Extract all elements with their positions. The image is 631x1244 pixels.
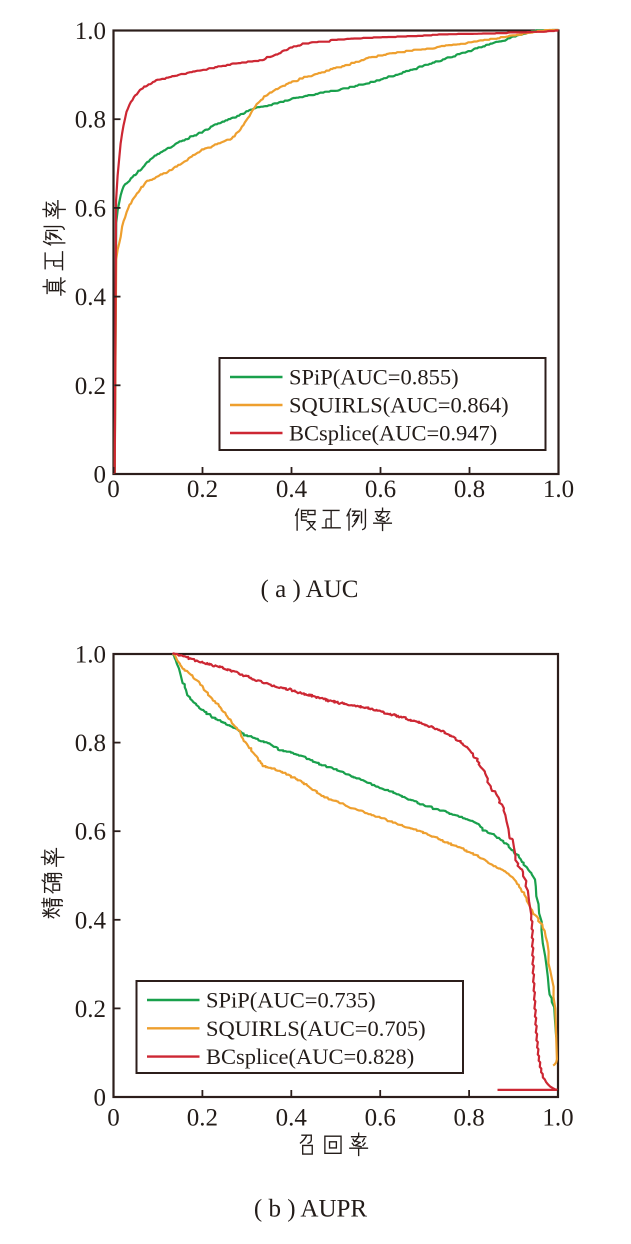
svg-text:0.6: 0.6 (365, 476, 396, 503)
svg-text:0: 0 (94, 462, 107, 489)
svg-text:0.2: 0.2 (75, 373, 106, 400)
svg-text:( a ) AUC: ( a ) AUC (261, 576, 359, 603)
svg-text:0.8: 0.8 (453, 1105, 484, 1132)
svg-text:0.4: 0.4 (276, 1105, 308, 1132)
svg-text:1.0: 1.0 (542, 1105, 573, 1132)
svg-text:0.4: 0.4 (75, 907, 107, 934)
svg-text:0.4: 0.4 (75, 284, 107, 311)
svg-text:0.8: 0.8 (75, 730, 106, 757)
svg-text:0.8: 0.8 (454, 476, 485, 503)
svg-text:1.0: 1.0 (75, 18, 106, 45)
svg-text:BCsplice(AUC=0.947): BCsplice(AUC=0.947) (289, 421, 497, 446)
svg-text:0.4: 0.4 (276, 476, 308, 503)
svg-text:1.0: 1.0 (75, 642, 106, 669)
svg-text:SQUIRLS(AUC=0.705): SQUIRLS(AUC=0.705) (206, 1016, 426, 1041)
svg-text:( b ) AUPR: ( b ) AUPR (254, 1196, 368, 1223)
svg-text:0: 0 (94, 1085, 107, 1112)
svg-text:0.2: 0.2 (75, 996, 106, 1023)
svg-text:0: 0 (107, 1105, 120, 1132)
svg-text:0.6: 0.6 (365, 1105, 396, 1132)
svg-text:BCsplice(AUC=0.828): BCsplice(AUC=0.828) (206, 1044, 414, 1069)
svg-text:0.6: 0.6 (75, 195, 106, 222)
svg-text:0.6: 0.6 (75, 819, 106, 846)
svg-text:0.2: 0.2 (187, 476, 218, 503)
svg-text:0.8: 0.8 (75, 107, 106, 134)
svg-text:0.2: 0.2 (187, 1105, 218, 1132)
svg-text:SPiP(AUC=0.855): SPiP(AUC=0.855) (289, 365, 459, 390)
svg-text:1.0: 1.0 (543, 476, 574, 503)
svg-text:SPiP(AUC=0.735): SPiP(AUC=0.735) (206, 988, 376, 1013)
svg-text:SQUIRLS(AUC=0.864): SQUIRLS(AUC=0.864) (289, 393, 509, 418)
svg-text:0: 0 (107, 476, 120, 503)
